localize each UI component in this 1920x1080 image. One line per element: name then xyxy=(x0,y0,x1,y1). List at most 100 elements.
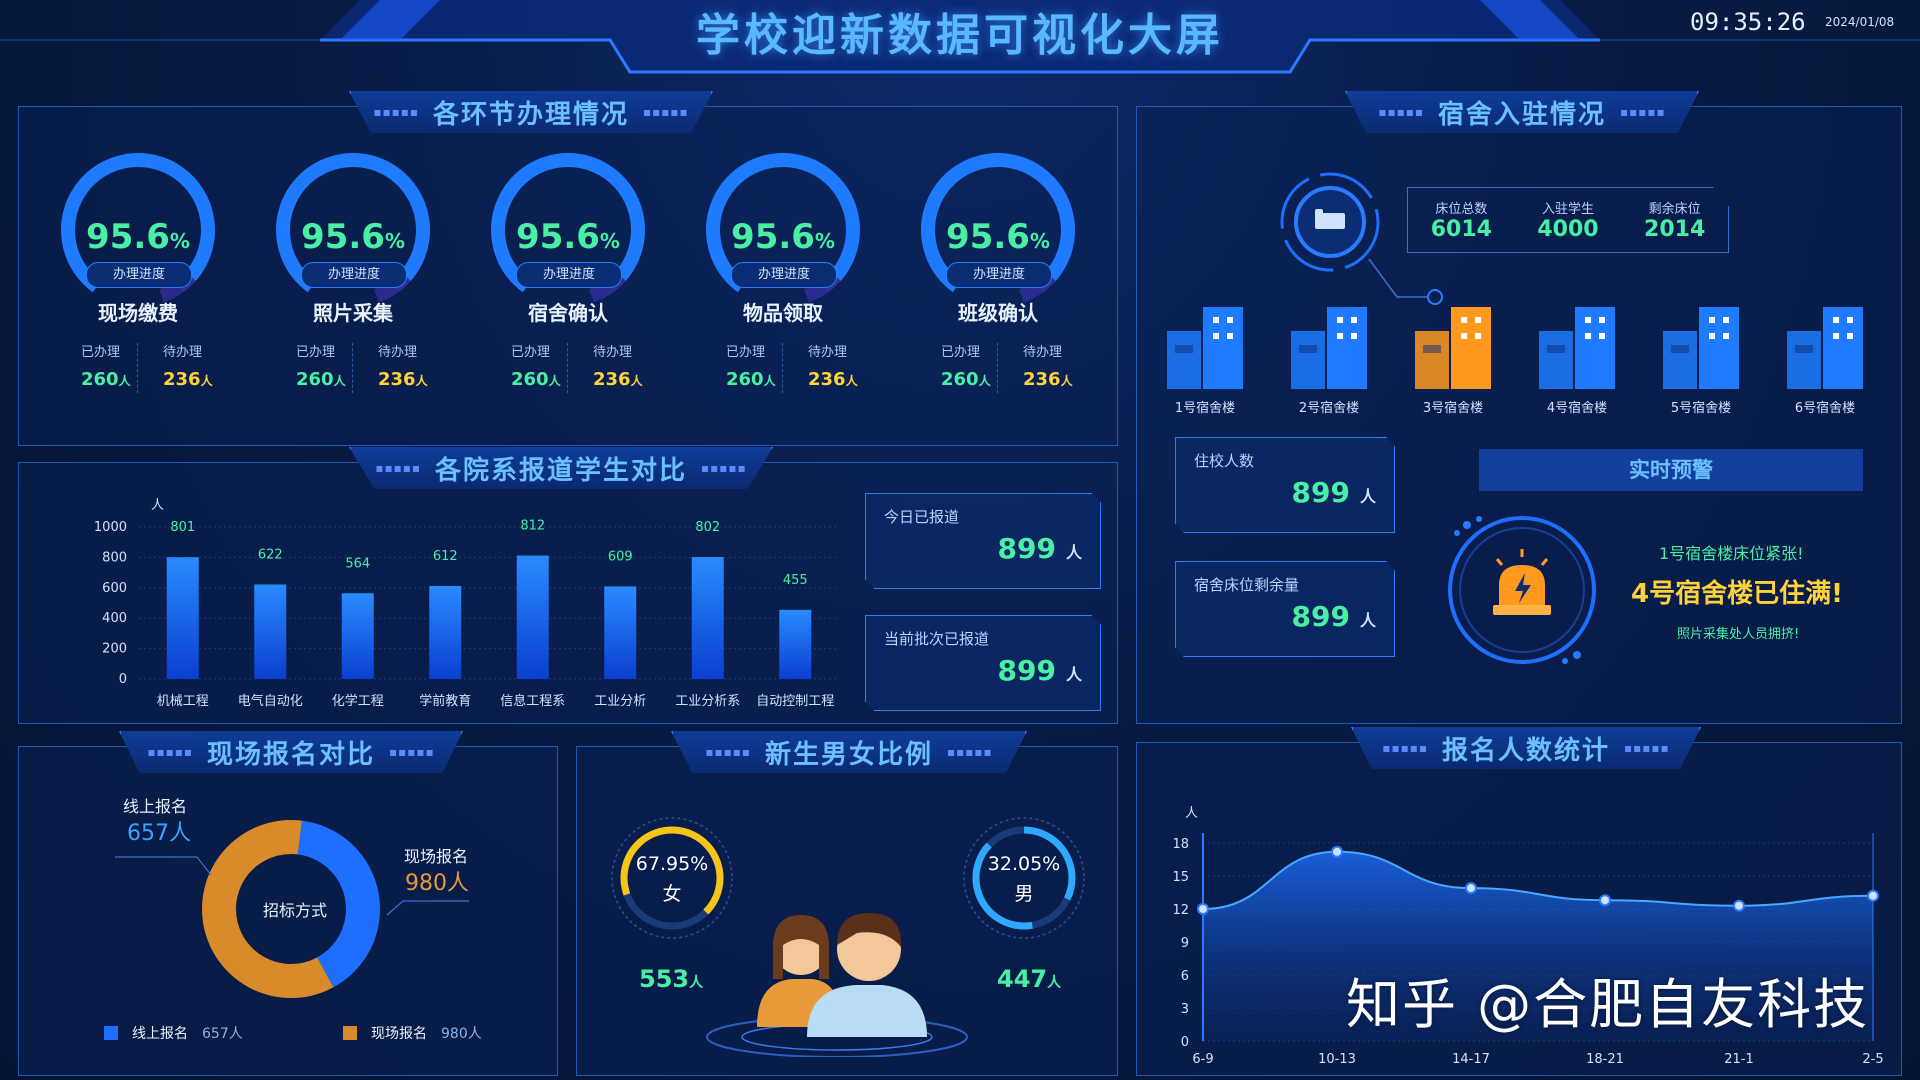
y-tick-label: 9 xyxy=(1181,936,1189,951)
bar[interactable] xyxy=(166,557,199,679)
bar-value-label: 812 xyxy=(520,519,545,534)
male-percent: 32.05% xyxy=(987,853,1061,875)
building-icon xyxy=(1167,307,1243,389)
x-tick-label: 工业分析系 xyxy=(675,694,740,709)
gauge-percent: 95.6% xyxy=(516,217,620,257)
gauge-4: 95.6% 办理进度 物品领取 已办理 待办理 260人 236人 xyxy=(698,153,868,419)
gender-panel-header: ▪▪▪▪▪ 新生男女比例 ▪▪▪▪▪ xyxy=(671,731,1027,773)
alert-line-2: 4号宿舍楼已住满! xyxy=(1631,579,1843,609)
online-value: 657人 xyxy=(127,821,191,846)
x-tick-label: 电气自动化 xyxy=(238,693,303,709)
dots-icon: ▪▪▪▪▪ xyxy=(705,745,751,759)
data-point[interactable] xyxy=(1733,899,1745,912)
building-2[interactable]: 2号宿舍楼 xyxy=(1287,303,1371,416)
data-point[interactable] xyxy=(1867,889,1879,902)
bar[interactable] xyxy=(691,557,724,679)
x-tick-label: 自动控制工程 xyxy=(756,694,834,709)
bar[interactable] xyxy=(604,586,637,679)
progress-panel: ▪▪▪▪▪ 各环节办理情况 ▪▪▪▪▪ 95.6% 办理进度 现场缴费 已办理 … xyxy=(18,91,1118,446)
bar[interactable] xyxy=(429,585,462,679)
pending-label: 待办理 xyxy=(593,345,633,360)
dots-icon: ▪▪▪▪▪ xyxy=(373,105,419,119)
bed-stat-label: 入驻学生 xyxy=(1541,202,1594,217)
y-tick-label: 1000 xyxy=(94,520,127,535)
data-point[interactable] xyxy=(1331,845,1343,858)
bar[interactable] xyxy=(341,593,374,679)
batch-reported-card: 当前批次已报道 899 人 xyxy=(865,615,1101,711)
date: 2024/01/08 xyxy=(1825,15,1895,29)
bed-stat-value: 2014 xyxy=(1644,217,1706,242)
pending-label: 待办理 xyxy=(1023,345,1063,360)
x-tick-label: 10-13 xyxy=(1318,1052,1356,1067)
today-reported-card: 今日已报道 899 人 xyxy=(865,493,1101,589)
building-icon xyxy=(1415,307,1491,389)
building-label: 1号宿舍楼 xyxy=(1174,401,1236,416)
gauge-percent: 95.6% xyxy=(301,217,405,257)
building-3[interactable]: 3号宿舍楼 xyxy=(1411,303,1495,416)
bar[interactable] xyxy=(779,609,812,679)
gauge-badge: 办理进度 xyxy=(516,262,622,288)
building-5[interactable]: 5号宿舍楼 xyxy=(1659,303,1743,416)
bar[interactable] xyxy=(254,584,287,679)
building-label: 3号宿舍楼 xyxy=(1422,401,1484,416)
remain-bed-card: 宿舍床位剩余量 899 人 xyxy=(1175,561,1395,657)
bar-value-label: 801 xyxy=(170,520,195,535)
y-tick-label: 18 xyxy=(1172,837,1189,852)
resident-card: 住校人数 899 人 xyxy=(1175,437,1395,533)
pending-label: 待办理 xyxy=(808,345,848,360)
gauge-2: 95.6% 办理进度 照片采集 已办理 待办理 260人 236人 xyxy=(268,153,438,419)
donut-center-label: 招标方式 xyxy=(263,901,328,920)
data-point[interactable] xyxy=(1599,894,1611,907)
divider xyxy=(782,343,783,393)
done-label: 已办理 xyxy=(511,345,551,360)
remain-bed-value: 899 人 xyxy=(1291,600,1376,633)
x-tick-label: 21-1 xyxy=(1724,1052,1754,1067)
pending-label: 待办理 xyxy=(378,345,418,360)
pending-count: 236人 xyxy=(378,369,428,390)
students-avatar-icon xyxy=(706,913,968,1057)
gauge-name: 现场缴费 xyxy=(98,301,178,325)
pending-count: 236人 xyxy=(1023,369,1073,390)
pie-slice[interactable] xyxy=(202,819,380,998)
pending-count: 236人 xyxy=(808,369,858,390)
bed-stat-value: 6014 xyxy=(1430,217,1492,242)
done-count: 260人 xyxy=(296,369,346,390)
bar-value-label: 609 xyxy=(608,549,633,564)
data-point[interactable] xyxy=(1197,903,1209,915)
building-4[interactable]: 4号宿舍楼 xyxy=(1535,303,1619,416)
dots-icon: ▪▪▪▪▪ xyxy=(147,745,193,759)
signup-panel: ▪▪▪▪▪ 现场报名对比 ▪▪▪▪▪ 线上报名 657人 现场报名 980人 招… xyxy=(18,731,558,1076)
bar-value-label: 455 xyxy=(783,573,808,588)
male-ring xyxy=(963,817,1085,939)
done-label: 已办理 xyxy=(296,345,336,360)
alert-title: 实时预警 xyxy=(1479,449,1863,491)
resident-label: 住校人数 xyxy=(1194,452,1255,470)
bed-stat-3: 剩余床位 2014 xyxy=(1644,198,1705,242)
count-panel-header: ▪▪▪▪▪ 报名人数统计 ▪▪▪▪▪ xyxy=(1351,727,1701,769)
page-title: 学校迎新数据可视化大屏 xyxy=(696,10,1224,61)
x-tick-label: 机械工程 xyxy=(157,694,209,709)
bed-stat-value: 4000 xyxy=(1537,217,1599,242)
done-count: 260人 xyxy=(941,369,991,390)
watermark: 知乎 @合肥自友科技 xyxy=(1346,973,1870,1036)
bar[interactable] xyxy=(516,555,549,679)
y-unit-label: 人 xyxy=(151,498,164,513)
signup-panel-header: ▪▪▪▪▪ 现场报名对比 ▪▪▪▪▪ xyxy=(119,731,463,773)
bed-stat-1: 床位总数 6014 xyxy=(1431,198,1492,242)
data-point[interactable] xyxy=(1465,882,1477,895)
area-fill xyxy=(1203,851,1873,1041)
remain-bed-label: 宿舍床位剩余量 xyxy=(1194,576,1300,594)
y-tick-label: 3 xyxy=(1181,1002,1189,1017)
dots-icon: ▪▪▪▪▪ xyxy=(389,745,435,759)
y-tick-label: 200 xyxy=(102,642,127,657)
building-1[interactable]: 1号宿舍楼 xyxy=(1163,303,1247,416)
building-6[interactable]: 6号宿舍楼 xyxy=(1783,303,1867,416)
building-icon xyxy=(1663,307,1739,389)
progress-panel-header: ▪▪▪▪▪ 各环节办理情况 ▪▪▪▪▪ xyxy=(349,91,713,133)
done-count: 260人 xyxy=(511,369,561,390)
female-percent: 67.95% xyxy=(635,853,709,875)
dots-icon: ▪▪▪▪▪ xyxy=(1624,741,1670,755)
leader-line xyxy=(115,856,212,876)
resident-value: 899 人 xyxy=(1291,476,1376,509)
gauge-percent: 95.6% xyxy=(946,217,1050,257)
